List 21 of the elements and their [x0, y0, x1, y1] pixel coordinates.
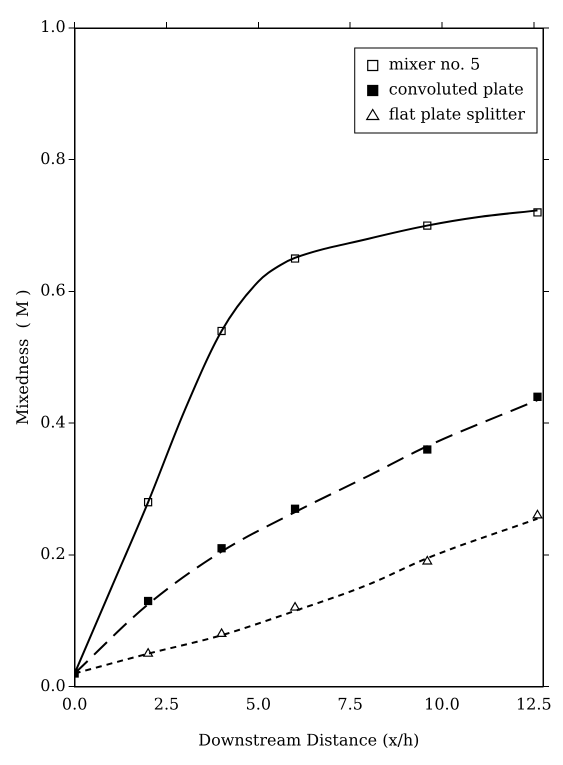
x-tick-label: 7.5 — [337, 694, 363, 714]
y-tick-label: 1.0 — [40, 17, 66, 36]
point — [144, 596, 152, 606]
x-tick-label: 2.5 — [154, 694, 180, 714]
point — [422, 556, 432, 565]
x-tick-label: 0.0 — [62, 694, 88, 714]
x-tick-label: 5.0 — [246, 694, 272, 714]
legend-label: mixer no. 5 — [388, 54, 480, 74]
x-tick-label: 10.0 — [424, 694, 460, 714]
legend-label: convoluted plate — [388, 80, 524, 99]
y-tick-label: 0.6 — [40, 280, 66, 300]
point — [533, 392, 542, 401]
y-tick-label: 0.0 — [40, 676, 66, 695]
y-tick-label: 0.8 — [40, 148, 66, 168]
y-tick-label: 0.2 — [40, 544, 66, 564]
x-axis-title: Downstream Distance (x/h) — [198, 730, 420, 750]
point — [532, 510, 542, 518]
x-tick-label: 12.5 — [516, 694, 552, 714]
y-axis-title: Mixedness ( M ) — [12, 289, 32, 426]
legend-label: flat plate splitter — [388, 104, 526, 124]
y-tick-label: 0.4 — [40, 412, 66, 432]
